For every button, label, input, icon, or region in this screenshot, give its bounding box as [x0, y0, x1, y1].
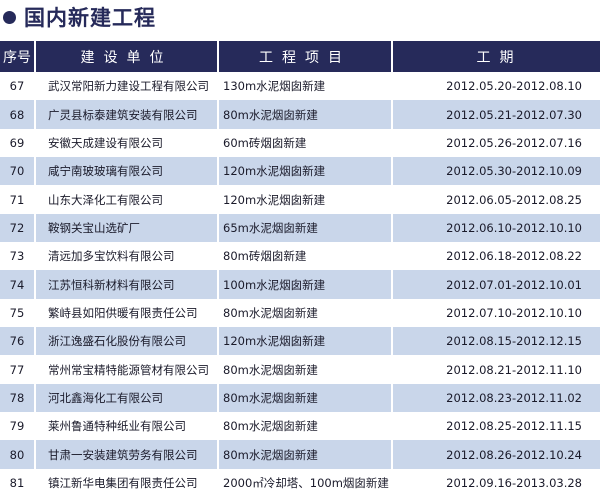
- cell-period: 2012.05.20-2012.08.10: [446, 79, 582, 94]
- cell-unit: 山东大泽化工有限公司: [48, 192, 163, 207]
- cell-project: 120m水泥烟囱新建: [223, 192, 326, 207]
- cell-project: 120m水泥烟囱新建: [219, 327, 391, 356]
- cell-project: 130m水泥烟囱新建: [223, 79, 326, 94]
- cell-unit: 繁峙县如阳供暖有限责任公司: [48, 305, 198, 320]
- cell-project: 80m水泥烟囱新建: [223, 305, 318, 320]
- projects-table: 序号 建设单位 工程项目 工期 67 武汉常阳新力建设工程有限公司 130m水泥烟囱…: [0, 41, 600, 497]
- cell-unit: 安徽天成建设有限公司: [48, 135, 163, 150]
- cell-period: 2012.05.26-2012.07.16: [446, 135, 582, 150]
- cell-unit: 武汉常阳新力建设工程有限公司: [48, 79, 209, 94]
- cell-project: 80m水泥烟囱新建: [223, 419, 318, 434]
- cell-period: 2012.08.26-2012.10.24: [393, 440, 600, 469]
- cell-no: 67: [9, 79, 25, 94]
- cell-project: 120m水泥烟囱新建: [219, 157, 391, 186]
- cell-no: 70: [0, 157, 34, 186]
- cell-project: 80m水泥烟囱新建: [219, 100, 391, 129]
- header-unit: 建设单位: [36, 41, 217, 72]
- cell-no: 76: [0, 327, 34, 356]
- table-row: 76 浙江逸盛石化股份有限公司 120m水泥烟囱新建 2012.08.15-2012.…: [0, 327, 600, 356]
- cell-no: 79: [9, 419, 25, 434]
- header-period: 工期: [393, 41, 600, 72]
- cell-period: 2012.07.10-2012.10.10: [446, 305, 582, 320]
- cell-period: 2012.07.01-2012.10.01: [393, 270, 600, 299]
- cell-project: 80m水泥烟囱新建: [219, 383, 391, 413]
- header-project: 工程项目: [219, 41, 391, 72]
- table-row: 71 山东大泽化工有限公司 120m水泥烟囱新建 2012.06.05-2012.08…: [0, 185, 600, 213]
- table-row: 78 河北鑫海化工有限公司 80m水泥烟囱新建 2012.08.23-2012.11.…: [0, 383, 600, 413]
- table-row: 67 武汉常阳新力建设工程有限公司 130m水泥烟囱新建 2012.05.20-201…: [0, 72, 600, 100]
- page-title: 国内新建工程: [0, 2, 156, 32]
- cell-unit: 镇江新华电集团有限责任公司: [48, 475, 198, 490]
- cell-period: 2012.08.23-2012.11.02: [393, 383, 600, 413]
- table-row: 68 广灵县标泰建筑安装有限公司 80m水泥烟囱新建 2012.05.21-2012.…: [0, 100, 600, 129]
- table-row: 70 咸宁南玻玻璃有限公司 120m水泥烟囱新建 2012.05.30-2012.10…: [0, 157, 600, 186]
- table-row: 79 莱州鲁通特种纸业有限公司 80m水泥烟囱新建 2012.08.25-2012.1…: [0, 412, 600, 440]
- cell-unit: 清远加多宝饮料有限公司: [48, 249, 175, 264]
- cell-project: 2000㎡冷却塔、100m烟囱新建: [223, 475, 389, 490]
- cell-project: 100m水泥烟囱新建: [219, 270, 391, 299]
- cell-period: 2012.06.10-2012.10.10: [393, 213, 600, 243]
- cell-no: 77: [9, 362, 25, 377]
- cell-unit: 江苏恒科新材料有限公司: [36, 270, 217, 299]
- cell-period: 2012.06.05-2012.08.25: [446, 192, 582, 207]
- table-row: 77 常州常宝精特能源管材有限公司 80m水泥烟囱新建 2012.08.21-2012…: [0, 355, 600, 383]
- cell-no: 78: [0, 383, 34, 413]
- table-row: 69 安徽天成建设有限公司 60m砖烟囱新建 2012.05.26-2012.07.1…: [0, 129, 600, 157]
- cell-unit: 河北鑫海化工有限公司: [36, 383, 217, 413]
- cell-project: 60m砖烟囱新建: [223, 135, 307, 150]
- cell-no: 81: [9, 475, 25, 490]
- cell-no: 75: [9, 305, 25, 320]
- table-row: 75 繁峙县如阳供暖有限责任公司 80m水泥烟囱新建 2012.07.10-2012.…: [0, 299, 600, 327]
- cell-unit: 浙江逸盛石化股份有限公司: [36, 327, 217, 356]
- cell-project: 80m水泥烟囱新建: [219, 440, 391, 469]
- cell-period: 2012.08.15-2012.12.15: [393, 327, 600, 356]
- title-text: 国内新建工程: [24, 6, 156, 30]
- cell-period: 2012.05.21-2012.07.30: [393, 100, 600, 129]
- header-no: 序号: [0, 41, 34, 72]
- cell-period: 2012.08.21-2012.11.10: [446, 362, 582, 377]
- cell-unit: 广灵县标泰建筑安装有限公司: [36, 100, 217, 129]
- cell-unit: 甘肃一安装建筑劳务有限公司: [36, 440, 217, 469]
- cell-no: 73: [9, 249, 25, 264]
- cell-no: 69: [9, 135, 25, 150]
- cell-period: 2012.08.25-2012.11.15: [446, 419, 582, 434]
- cell-no: 72: [0, 213, 34, 243]
- cell-no: 71: [9, 192, 25, 207]
- bullet-icon: [3, 10, 16, 24]
- cell-project: 80m砖烟囱新建: [223, 249, 307, 264]
- table-row: 80 甘肃一安装建筑劳务有限公司 80m水泥烟囱新建 2012.08.26-2012.…: [0, 440, 600, 469]
- table-row: 74 江苏恒科新材料有限公司 100m水泥烟囱新建 2012.07.01-2012.1…: [0, 270, 600, 299]
- table-header: 序号 建设单位 工程项目 工期: [0, 41, 600, 72]
- cell-period: 2012.05.30-2012.10.09: [393, 157, 600, 186]
- table-row: 81 镇江新华电集团有限责任公司 2000㎡冷却塔、100m烟囱新建 2012.09.…: [0, 469, 600, 497]
- cell-period: 2012.06.18-2012.08.22: [446, 249, 582, 264]
- table-row: 72 鞍钢关宝山选矿厂 65m水泥烟囱新建 2012.06.10-2012.10.10: [0, 213, 600, 243]
- cell-unit: 莱州鲁通特种纸业有限公司: [48, 419, 186, 434]
- cell-no: 68: [0, 100, 34, 129]
- cell-period: 2012.09.16-2013.03.28: [446, 475, 582, 490]
- cell-unit: 鞍钢关宝山选矿厂: [36, 213, 217, 243]
- table-row: 73 清远加多宝饮料有限公司 80m砖烟囱新建 2012.06.18-2012.08.…: [0, 242, 600, 270]
- cell-unit: 咸宁南玻玻璃有限公司: [36, 157, 217, 186]
- cell-project: 65m水泥烟囱新建: [219, 213, 391, 243]
- cell-project: 80m水泥烟囱新建: [223, 362, 318, 377]
- cell-no: 80: [0, 440, 34, 469]
- cell-unit: 常州常宝精特能源管材有限公司: [48, 362, 209, 377]
- cell-no: 74: [0, 270, 34, 299]
